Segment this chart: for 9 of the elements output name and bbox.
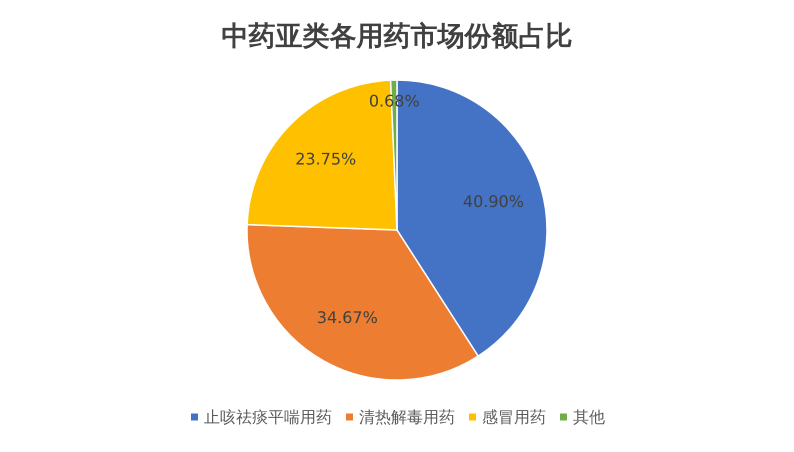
legend-label: 其他: [573, 408, 605, 426]
data-label: 34.67%: [316, 308, 378, 327]
data-label: 40.90%: [462, 192, 524, 212]
data-label: 23.75%: [295, 150, 356, 169]
legend-label: 感冒用药: [482, 408, 546, 426]
legend-label: 止咳祛痰平喘用药: [204, 408, 332, 426]
chart-title: 中药亚类各用药市场份额占比: [222, 21, 572, 52]
data-label: 0.68%: [368, 92, 420, 111]
legend-label: 清热解毒用药: [359, 408, 455, 426]
